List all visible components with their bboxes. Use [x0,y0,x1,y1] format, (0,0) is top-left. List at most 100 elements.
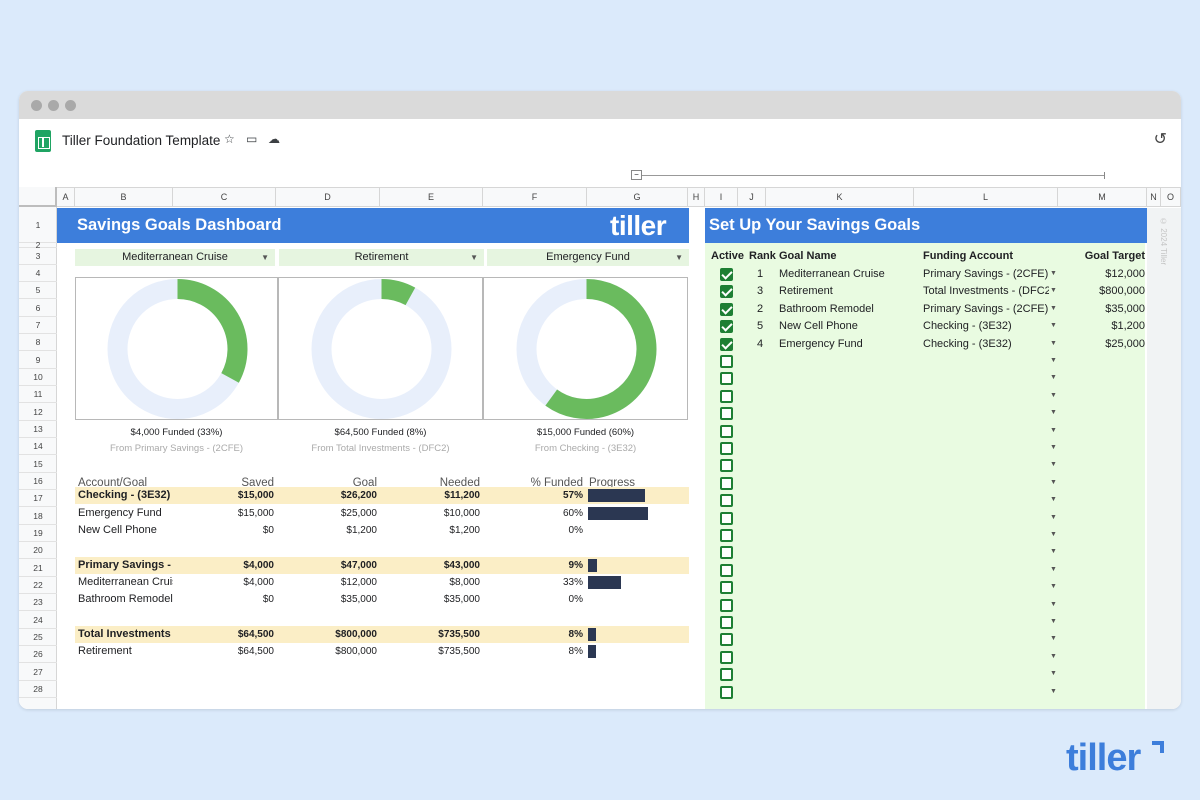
row-header[interactable]: 15 [19,455,57,473]
account-dropdown-arrow-icon[interactable]: ▼ [1050,339,1057,347]
account-dropdown-arrow-icon[interactable]: ▼ [1050,548,1057,556]
active-checkbox[interactable] [720,285,733,299]
account-dropdown-arrow-icon[interactable]: ▼ [1050,618,1057,625]
account-dropdown-arrow-icon[interactable]: ▼ [1050,444,1057,451]
account-dropdown-arrow-icon[interactable]: ▼ [1050,565,1057,573]
folder-icon[interactable]: ▭ [246,132,258,146]
row-header[interactable]: 17 [19,490,57,507]
row-header[interactable]: 11 [19,386,57,403]
row-header[interactable]: 24 [19,611,57,629]
column-header[interactable]: K [766,188,914,207]
column-header[interactable]: E [380,188,483,207]
window-dot-icon[interactable] [31,100,42,111]
select-all-corner[interactable] [19,187,57,207]
goal-account[interactable]: Primary Savings - (2CFE) [923,302,1049,315]
row-header[interactable]: 2 [19,241,57,249]
active-checkbox[interactable] [720,476,733,490]
active-checkbox[interactable] [720,581,733,595]
goal-selector-1[interactable]: Mediterranean Cruise ▼ [75,249,275,266]
row-header[interactable]: 16 [19,473,57,490]
active-checkbox[interactable] [720,668,733,682]
row-header[interactable]: 28 [19,681,57,698]
row-header[interactable]: 9 [19,351,57,369]
active-checkbox[interactable] [720,616,733,629]
column-header[interactable]: F [483,188,587,207]
collapse-group-button[interactable]: − [631,170,642,180]
account-dropdown-arrow-icon[interactable]: ▼ [1050,304,1057,312]
goal-target[interactable]: $25,000 [1105,337,1145,350]
active-checkbox[interactable] [720,302,733,316]
row-header[interactable]: 18 [19,507,57,525]
account-dropdown-arrow-icon[interactable]: ▼ [1050,478,1057,486]
goal-target[interactable]: $800,000 [1099,285,1145,298]
row-header[interactable]: 23 [19,594,57,611]
column-header[interactable]: O [1161,188,1181,207]
row-header[interactable]: 8 [19,334,57,351]
row-header[interactable]: 19 [19,525,57,542]
row-header[interactable]: 26 [19,646,57,663]
account-dropdown-arrow-icon[interactable]: ▼ [1050,600,1057,608]
account-dropdown-arrow-icon[interactable]: ▼ [1050,322,1057,330]
row-header[interactable]: 4 [19,265,57,282]
account-dropdown-arrow-icon[interactable]: ▼ [1050,635,1057,643]
active-checkbox[interactable] [720,337,733,351]
account-dropdown-arrow-icon[interactable]: ▼ [1050,426,1057,434]
column-header[interactable]: C [173,188,276,207]
goal-account[interactable]: Checking - (3E32) [923,320,1012,333]
column-header[interactable]: J [738,188,766,207]
active-checkbox[interactable] [720,442,733,455]
active-checkbox[interactable] [720,685,733,699]
active-checkbox[interactable] [720,407,733,421]
goal-name[interactable]: Emergency Fund [779,337,863,350]
star-icon[interactable]: ☆ [224,132,235,146]
active-checkbox[interactable] [720,511,733,525]
account-dropdown-arrow-icon[interactable]: ▼ [1050,461,1057,469]
active-checkbox[interactable] [720,650,733,664]
row-header[interactable]: 7 [19,317,57,334]
account-dropdown-arrow-icon[interactable]: ▼ [1050,409,1057,417]
column-header[interactable]: A [57,188,75,207]
active-checkbox[interactable] [720,494,733,508]
goal-name[interactable]: Retirement [779,285,833,298]
active-checkbox[interactable] [720,424,733,438]
active-checkbox[interactable] [720,459,733,473]
column-header[interactable]: M [1058,188,1147,207]
column-header[interactable]: D [276,188,380,207]
account-dropdown-arrow-icon[interactable]: ▼ [1050,357,1057,364]
goal-account[interactable]: Primary Savings - (2CFE) [923,268,1049,280]
account-dropdown-arrow-icon[interactable]: ▼ [1050,496,1057,504]
goal-target[interactable]: $12,000 [1105,268,1145,280]
account-dropdown-arrow-icon[interactable]: ▼ [1050,513,1057,521]
row-header[interactable]: 25 [19,629,57,646]
document-title[interactable]: Tiller Foundation Template [62,133,221,148]
goal-name[interactable]: Bathroom Remodel [779,302,874,315]
row-header[interactable]: 22 [19,577,57,594]
account-dropdown-arrow-icon[interactable]: ▼ [1050,391,1057,399]
row-header[interactable]: 21 [19,559,57,577]
row-header[interactable]: 20 [19,542,57,559]
row-header[interactable]: 3 [19,248,57,265]
active-checkbox[interactable] [720,546,733,560]
row-header[interactable]: 5 [19,282,57,299]
row-header[interactable]: 14 [19,438,57,455]
account-dropdown-arrow-icon[interactable]: ▼ [1050,531,1057,538]
column-header[interactable]: N [1147,188,1161,207]
goal-account[interactable]: Total Investments - (DFC2 [923,285,1049,298]
account-dropdown-arrow-icon[interactable]: ▼ [1050,287,1057,295]
active-checkbox[interactable] [720,563,733,577]
column-header[interactable]: H [688,188,705,207]
column-header[interactable]: I [705,188,738,207]
account-dropdown-arrow-icon[interactable]: ▼ [1050,270,1057,277]
column-header[interactable]: L [914,188,1058,207]
row-header[interactable]: 10 [19,369,57,386]
goal-target[interactable]: $1,200 [1111,320,1145,333]
active-checkbox[interactable] [720,633,733,647]
active-checkbox[interactable] [720,598,733,612]
active-checkbox[interactable] [720,529,733,542]
active-checkbox[interactable] [720,355,733,368]
account-dropdown-arrow-icon[interactable]: ▼ [1050,374,1057,382]
row-header[interactable]: 12 [19,403,57,421]
goal-name[interactable]: New Cell Phone [779,320,858,333]
active-checkbox[interactable] [720,389,733,403]
